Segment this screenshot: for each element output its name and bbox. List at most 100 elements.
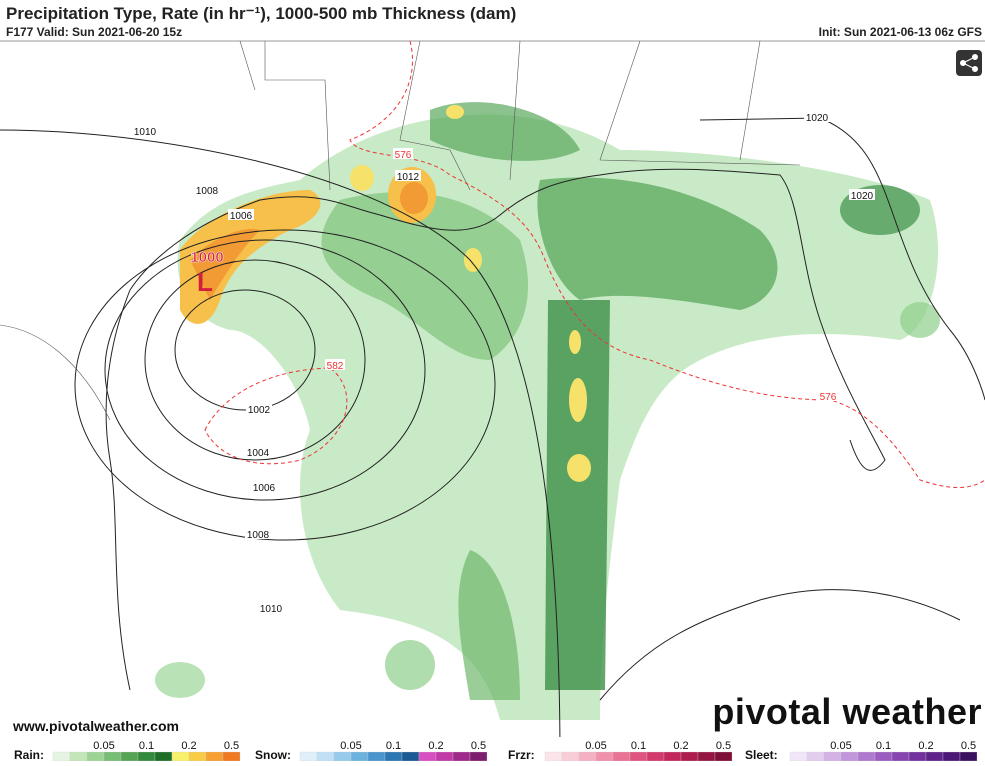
legend-tick: 0.05 xyxy=(830,740,851,752)
share-button[interactable] xyxy=(956,50,982,76)
coastlines xyxy=(105,168,961,701)
legend-swatch xyxy=(544,751,563,762)
thickness-label: 576 xyxy=(820,392,837,403)
legend-swatch xyxy=(908,751,927,762)
legend-swatch xyxy=(561,751,580,762)
legend-swatch xyxy=(697,751,716,762)
legend-swatch xyxy=(925,751,944,762)
legend-swatch xyxy=(840,751,859,762)
legend-swatch xyxy=(401,751,420,762)
legend-swatch xyxy=(367,751,386,762)
legend-swatch xyxy=(188,751,207,762)
legend-swatch xyxy=(469,751,488,762)
legend-tick: 0.1 xyxy=(876,740,891,752)
legend-swatch xyxy=(959,751,978,762)
coastlines-path xyxy=(105,168,886,691)
legend-swatch xyxy=(789,751,808,762)
legend-swatch xyxy=(942,751,961,762)
precipitation-path xyxy=(321,192,529,360)
isobar-label-bg xyxy=(132,125,158,136)
legend-swatch xyxy=(578,751,597,762)
precipitation-ellipse xyxy=(464,248,482,272)
legend-swatch xyxy=(154,751,173,762)
precipitation xyxy=(155,102,940,720)
precipitation-ellipse xyxy=(446,105,464,119)
legend-swatch xyxy=(69,751,88,762)
isobar-label-bg xyxy=(849,189,875,200)
isobar-label: 1020 xyxy=(806,113,829,124)
isobar-label-bg xyxy=(194,184,220,195)
legend-swatch xyxy=(891,751,910,762)
legend-swatch xyxy=(452,751,471,762)
low-pressure: 1000 xyxy=(190,249,223,266)
borders-path xyxy=(599,40,801,166)
isobar-label: 1006 xyxy=(253,483,276,494)
legend-tick: 0.2 xyxy=(181,740,196,752)
share-icon-line[interactable] xyxy=(962,56,976,64)
isobar-label: 1020 xyxy=(851,191,874,202)
legend-tick: 0.5 xyxy=(961,740,976,752)
legend-swatch xyxy=(680,751,699,762)
legend-swatch xyxy=(714,751,733,762)
legend-swatch xyxy=(384,751,403,762)
precipitation-path xyxy=(537,177,778,310)
title: Precipitation Type, Rate (in hr⁻¹), 1000… xyxy=(6,4,516,23)
thickness-lines xyxy=(204,40,985,488)
precipitation-ellipse xyxy=(900,302,940,338)
thickness-lines-path xyxy=(204,367,348,465)
legend-swatch xyxy=(435,751,454,762)
isobar-label-bg xyxy=(258,602,284,613)
legend-name: Frzr: xyxy=(508,748,535,761)
precipitation-ellipse xyxy=(569,330,581,354)
isobar-label-bg xyxy=(245,528,271,539)
borders-path xyxy=(0,324,111,421)
legend-tick: 0.2 xyxy=(918,740,933,752)
legend-name: Sleet: xyxy=(745,748,778,761)
legend-swatch xyxy=(663,751,682,762)
isobar-label-bg xyxy=(246,403,272,414)
isobar-label: 1004 xyxy=(247,448,270,459)
borders-path xyxy=(264,41,331,191)
low-symbol: L xyxy=(197,267,213,297)
legend-tick: 0.05 xyxy=(93,740,114,752)
isobar-label: 1002 xyxy=(248,405,271,416)
legend-name: Rain: xyxy=(14,748,44,761)
legend-tick: 0.1 xyxy=(386,740,401,752)
isobar-label: 1010 xyxy=(260,604,283,615)
legend-tick: 0.5 xyxy=(224,740,239,752)
isobar-label: 1006 xyxy=(230,211,253,222)
borders-path xyxy=(509,40,521,181)
precipitation-path xyxy=(458,550,520,700)
legend-name: Snow: xyxy=(255,748,291,761)
legend: Rain: 0.05 0.1 0.2 0.5 Snow: 0.05 0.1 0.2 0.5 Frzr… xyxy=(14,740,978,762)
precipitation-path xyxy=(545,300,610,690)
legend-swatch xyxy=(316,751,335,762)
isobar-label-bg xyxy=(251,481,277,492)
legend-swatch xyxy=(350,751,369,762)
isobars-path xyxy=(699,117,985,401)
thickness-label-bg xyxy=(325,359,345,370)
legend-swatch xyxy=(137,751,156,762)
isobar-label: 1008 xyxy=(196,186,219,197)
legend-swatch xyxy=(857,751,876,762)
isobars-ellipse xyxy=(104,239,426,501)
legend-swatch xyxy=(333,751,352,762)
precipitation-ellipse xyxy=(567,454,591,482)
legend-swatch xyxy=(806,751,825,762)
isobars-ellipse xyxy=(174,289,316,411)
thickness-label-bg xyxy=(393,148,413,159)
site-url: www.pivotalweather.com xyxy=(12,718,179,734)
share-icon[interactable] xyxy=(960,54,978,72)
legend-tick: 0.1 xyxy=(139,740,154,752)
borders-path xyxy=(399,40,471,191)
isobar-label: 1012 xyxy=(397,172,420,183)
contour-labels: 1010 1008 1006 1012 1020 1020 1002 1004 1006 1008… xyxy=(132,111,875,615)
thickness-label-bg xyxy=(818,390,838,401)
legend-swatch xyxy=(612,751,631,762)
share-icon-line[interactable] xyxy=(962,62,976,70)
precipitation-path xyxy=(190,229,260,300)
isobars-ellipse xyxy=(74,229,496,541)
isobars-path xyxy=(0,129,561,762)
legend-swatch xyxy=(52,751,71,762)
